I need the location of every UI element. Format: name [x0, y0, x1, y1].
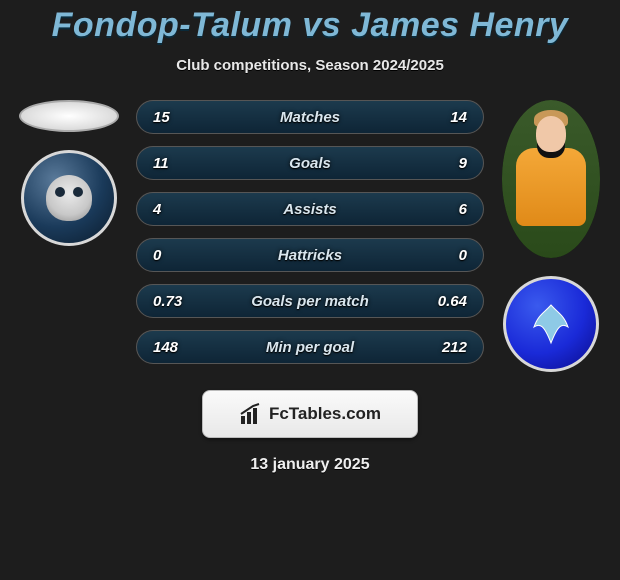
stat-value-right: 9 — [427, 155, 467, 172]
page-title: Fondop-Talum vs James Henry — [0, 0, 620, 45]
stat-bar: 0.73Goals per match0.64 — [136, 284, 484, 318]
stat-value-right: 6 — [427, 201, 467, 218]
source-badge: FcTables.com — [202, 390, 418, 438]
stat-value-right: 14 — [427, 109, 467, 126]
right-player-photo — [502, 100, 600, 258]
stat-bar: 11Goals9 — [136, 146, 484, 180]
phoenix-icon — [526, 299, 576, 349]
left-player-column — [8, 100, 130, 372]
bar-chart-icon — [239, 402, 263, 426]
subtitle: Club competitions, Season 2024/2025 — [0, 57, 620, 74]
right-club-badge — [503, 276, 599, 372]
stat-bar: 15Matches14 — [136, 100, 484, 134]
comparison-row: 15Matches1411Goals94Assists60Hattricks00… — [0, 100, 620, 372]
photo-head — [536, 116, 566, 152]
stat-bar: 148Min per goal212 — [136, 330, 484, 364]
stat-value-right: 0.64 — [427, 293, 467, 310]
left-club-badge — [21, 150, 117, 246]
stat-value-right: 212 — [427, 339, 467, 356]
stat-value-right: 0 — [427, 247, 467, 264]
right-player-column — [490, 100, 612, 372]
stat-bar: 0Hattricks0 — [136, 238, 484, 272]
stats-column: 15Matches1411Goals94Assists60Hattricks00… — [130, 100, 490, 372]
photo-shirt — [516, 148, 586, 226]
left-player-photo-placeholder — [19, 100, 119, 132]
date-label: 13 january 2025 — [0, 456, 620, 474]
owl-icon — [46, 175, 92, 221]
stat-bar: 4Assists6 — [136, 192, 484, 226]
source-label: FcTables.com — [269, 404, 381, 424]
